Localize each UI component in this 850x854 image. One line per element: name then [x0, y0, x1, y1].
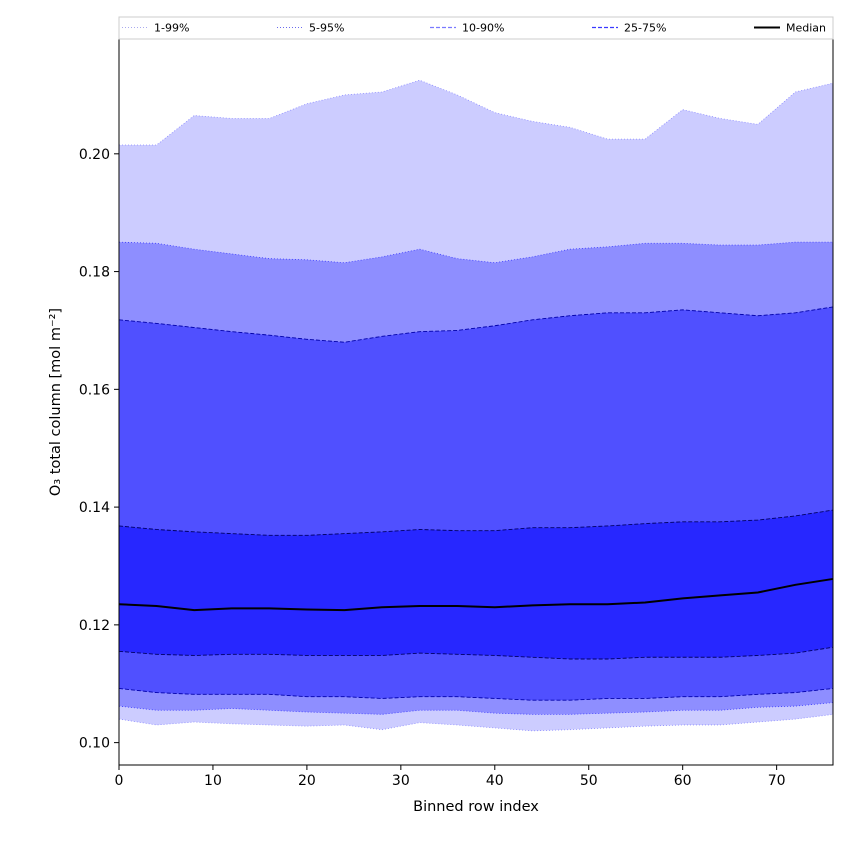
legend-label: 5-95% [309, 22, 344, 35]
x-tick-label: 10 [204, 773, 222, 789]
legend-label: Median [786, 22, 826, 35]
y-tick-label: 0.10 [79, 736, 110, 752]
y-tick-label: 0.20 [79, 147, 110, 163]
y-tick-label: 0.12 [79, 618, 110, 634]
x-tick-label: 0 [115, 773, 124, 789]
x-tick-label: 60 [674, 773, 692, 789]
band-edge-upper-5-95% [118, 241, 833, 264]
x-tick-label: 20 [298, 773, 316, 789]
y-tick-label: 0.18 [79, 265, 110, 281]
median-layer [118, 577, 834, 612]
band-edge-lower-25-75% [118, 646, 834, 660]
x-tick-label: 40 [486, 773, 504, 789]
band-edge-lower-10-90% [118, 688, 834, 701]
band-edge-lower-1-99% [118, 713, 834, 732]
x-tick-label: 50 [580, 773, 598, 789]
x-tick-label: 30 [392, 773, 410, 789]
y-tick-label: 0.16 [79, 382, 110, 398]
legend: 1-99% 5-95% 10-90% 25-75% Median [118, 16, 834, 40]
legend-label: 1-99% [154, 22, 189, 35]
band-area-25-75% [119, 510, 833, 660]
y-axis: 0.10 0.12 0.14 0.16 0.18 0.20 [79, 147, 119, 752]
band-edge-lower-5-95% [118, 702, 834, 715]
y-axis-label: O₃ total column [mol m⁻²] [48, 308, 64, 496]
legend-label: 10-90% [462, 22, 504, 35]
x-axis: 0 10 20 30 40 50 60 70 [115, 765, 786, 789]
legend-box [118, 16, 834, 40]
y-tick-label: 0.14 [79, 500, 110, 516]
bands-layer [118, 79, 834, 732]
median-line [118, 577, 834, 612]
band-edge-upper-1-99% [119, 79, 834, 146]
band-edge-upper-25-75% [118, 509, 834, 536]
legend-label: 25-75% [624, 22, 666, 35]
x-tick-label: 70 [768, 773, 786, 789]
x-axis-label: Binned row index [413, 799, 539, 815]
